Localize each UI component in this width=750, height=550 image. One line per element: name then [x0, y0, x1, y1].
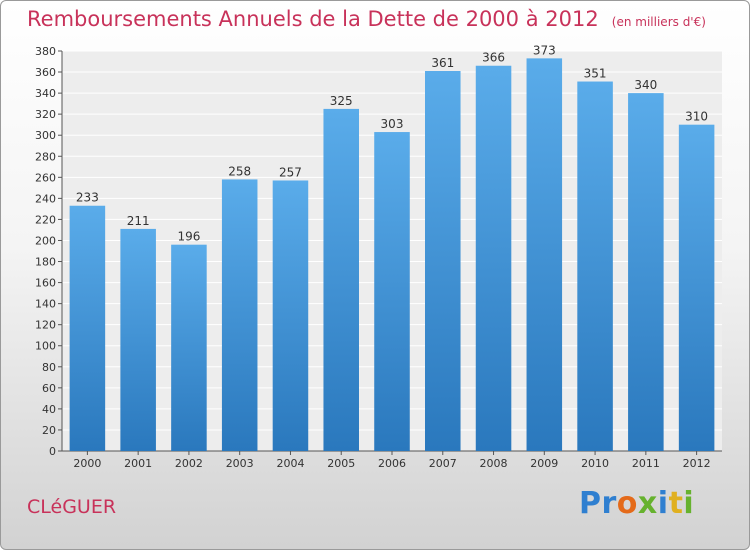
- brand-letter: P: [579, 486, 602, 521]
- brand-letter: t: [668, 486, 684, 521]
- y-tick-label: 360: [35, 66, 56, 79]
- y-tick-label: 220: [35, 213, 56, 226]
- city-name: CLéGUER: [27, 496, 117, 518]
- y-tick-label: 180: [35, 256, 56, 269]
- data-label: 361: [431, 56, 454, 70]
- y-tick-label: 280: [35, 150, 56, 163]
- x-tick-label: 2007: [429, 457, 457, 470]
- y-tick-label: 200: [35, 234, 56, 247]
- y-tick-label: 340: [35, 87, 56, 100]
- data-label: 325: [330, 94, 353, 108]
- bar: [323, 108, 359, 451]
- bar: [628, 93, 664, 452]
- y-tick-label: 120: [35, 319, 56, 332]
- brand-letter: i: [657, 486, 669, 521]
- data-label: 258: [228, 164, 251, 178]
- brand-letter: o: [616, 486, 638, 521]
- x-tick-label: 2002: [175, 457, 203, 470]
- y-tick-label: 320: [35, 108, 56, 121]
- title-row: Remboursements Annuels de la Dette de 20…: [27, 7, 706, 31]
- y-tick-label: 380: [35, 45, 56, 58]
- y-tick-label: 80: [42, 361, 56, 374]
- brand-letter: x: [637, 486, 658, 521]
- y-tick-label: 20: [42, 424, 56, 437]
- brand-letter: i: [683, 486, 695, 521]
- bar: [221, 179, 258, 451]
- y-tick-label: 260: [35, 171, 56, 184]
- x-tick-label: 2000: [73, 457, 101, 470]
- bar: [425, 71, 461, 451]
- data-label: 340: [634, 78, 657, 92]
- x-tick-label: 2008: [480, 457, 508, 470]
- bar: [272, 180, 309, 451]
- x-tick-label: 2004: [276, 457, 304, 470]
- x-tick-label: 2012: [683, 457, 711, 470]
- y-tick-label: 300: [35, 129, 56, 142]
- y-tick-label: 60: [42, 382, 56, 395]
- data-label: 233: [76, 191, 99, 205]
- bar: [577, 81, 613, 452]
- y-tick-label: 100: [35, 340, 56, 353]
- bar: [171, 244, 207, 451]
- y-tick-label: 240: [35, 192, 56, 205]
- y-tick-label: 0: [49, 445, 56, 458]
- x-tick-label: 2003: [226, 457, 254, 470]
- data-label: 366: [482, 51, 505, 65]
- x-tick-label: 2001: [124, 457, 152, 470]
- chart-unit: (en milliers d'€): [611, 15, 706, 29]
- data-label: 310: [685, 110, 708, 124]
- bar: [374, 132, 410, 452]
- x-tick-label: 2006: [378, 457, 406, 470]
- data-label: 373: [533, 43, 556, 57]
- y-tick-label: 140: [35, 298, 56, 311]
- bar: [526, 58, 563, 452]
- data-label: 351: [584, 67, 607, 81]
- data-label: 303: [381, 117, 404, 131]
- x-tick-label: 2005: [327, 457, 355, 470]
- x-tick-label: 2011: [632, 457, 660, 470]
- bar: [69, 205, 106, 451]
- bar: [678, 124, 715, 452]
- chart-title: Remboursements Annuels de la Dette de 20…: [27, 7, 599, 31]
- bar: [120, 228, 156, 451]
- y-tick-label: 160: [35, 277, 56, 290]
- x-tick-label: 2009: [530, 457, 558, 470]
- brand-letter: r: [601, 486, 617, 521]
- data-label: 257: [279, 165, 302, 179]
- data-label: 196: [177, 230, 200, 244]
- bar: [475, 65, 512, 451]
- data-label: 211: [127, 214, 150, 228]
- brand-logo: Proxiti: [579, 486, 694, 521]
- y-tick-label: 40: [42, 403, 56, 416]
- x-tick-label: 2010: [581, 457, 609, 470]
